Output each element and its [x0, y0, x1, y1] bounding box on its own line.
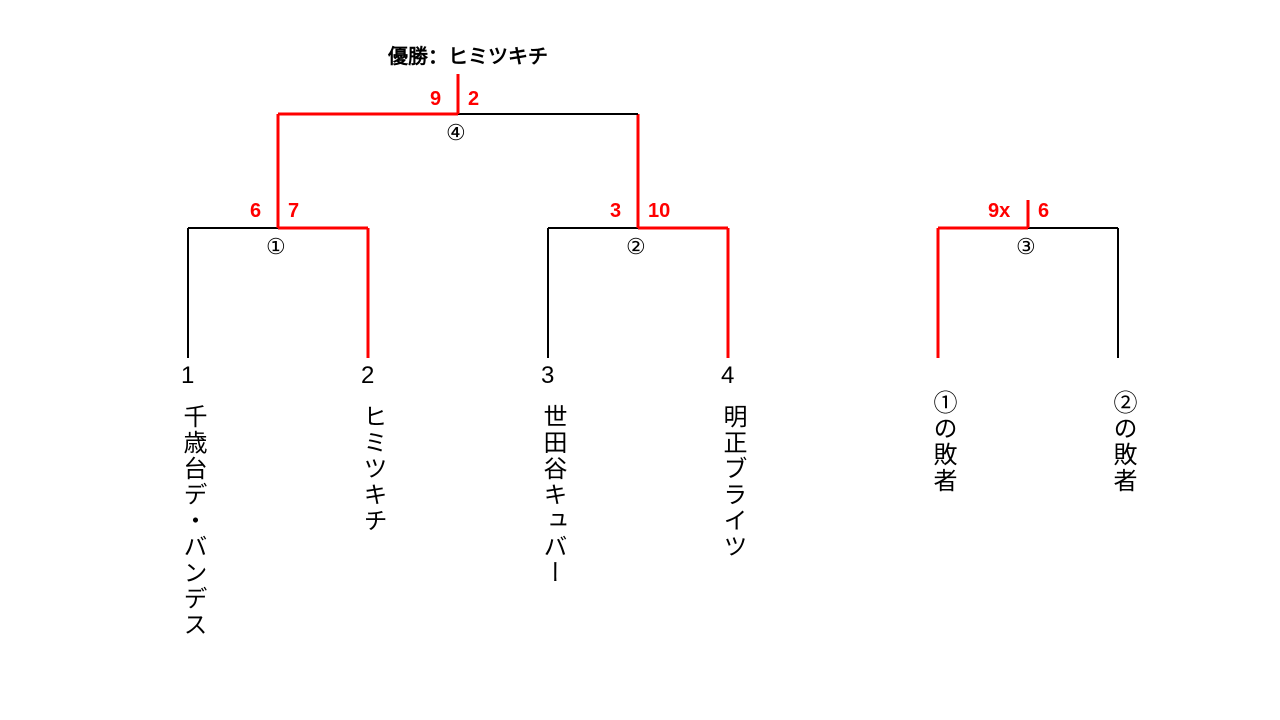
consolation-team2: ②の敗者: [1105, 390, 1140, 494]
final-score-left: 9: [430, 88, 441, 111]
team1-seed: 1: [181, 362, 194, 390]
semi2-score-right: 10: [648, 200, 670, 223]
semi2-label: ②: [626, 234, 646, 260]
semi1-score-right: 7: [288, 200, 299, 223]
team2-name: ヒミツキチ: [355, 404, 390, 534]
consolation-label: ③: [1016, 234, 1036, 260]
semi2-score-left: 3: [610, 200, 621, 223]
champion-title: 優勝：ヒミツキチ: [388, 40, 548, 69]
consolation-score-right: 6: [1038, 200, 1049, 223]
final-label: ④: [446, 120, 466, 146]
final-score-right: 2: [468, 88, 479, 111]
team4-seed: 4: [721, 362, 734, 390]
consolation-team1: ①の敗者: [925, 390, 960, 494]
semi1-label: ①: [266, 234, 286, 260]
team3-seed: 3: [541, 362, 554, 390]
team1-name: 千歳台デ・バンデス: [175, 404, 210, 638]
semi1-score-left: 6: [250, 200, 261, 223]
consolation-score-left: 9x: [988, 200, 1010, 223]
team4-name: 明正ブライツ: [715, 404, 750, 560]
team3-name: 世田谷キュバー: [535, 404, 570, 586]
team2-seed: 2: [361, 362, 374, 390]
